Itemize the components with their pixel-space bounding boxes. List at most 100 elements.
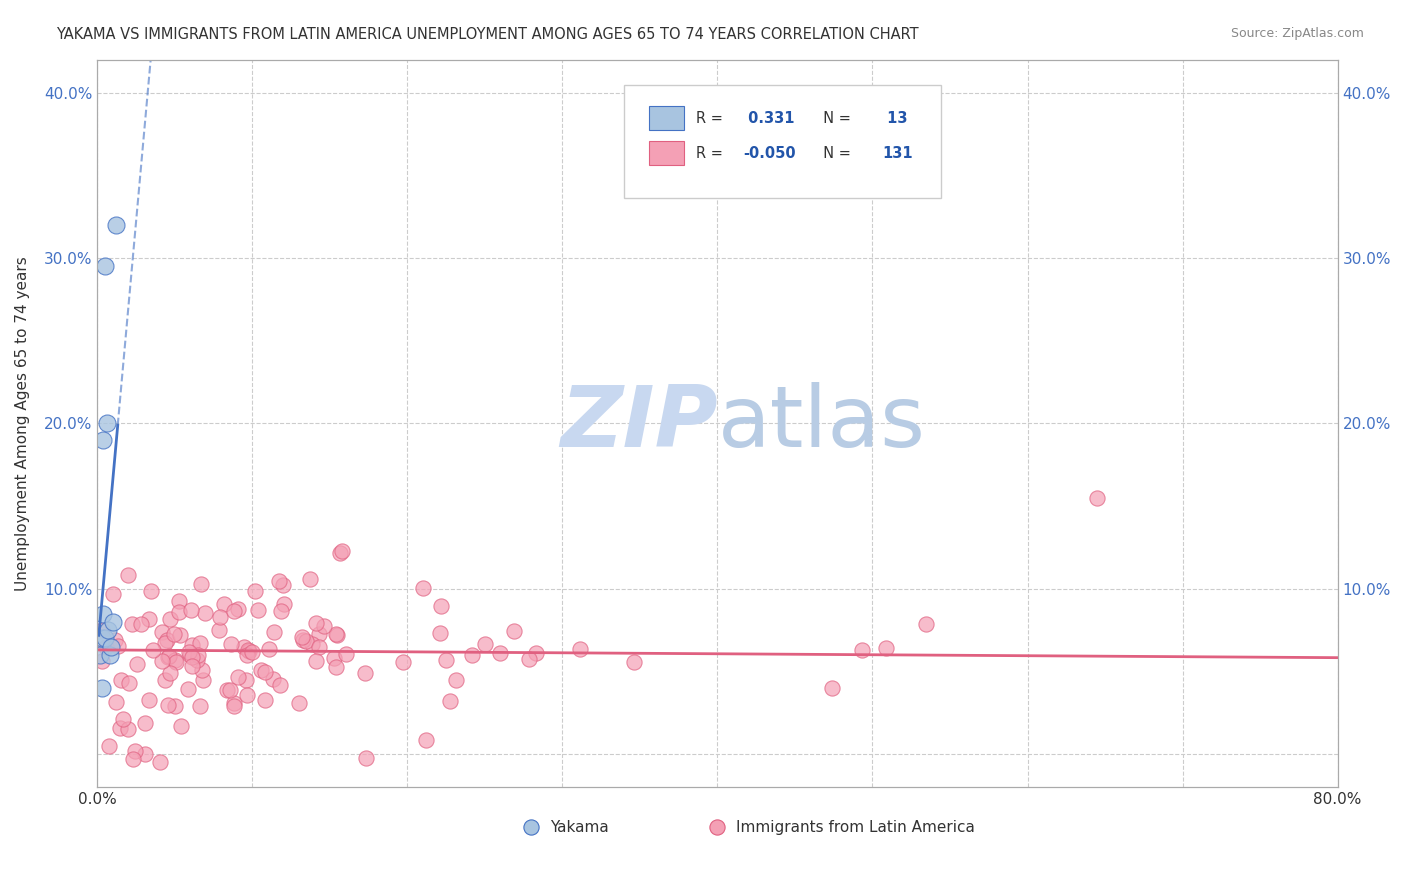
- Point: [177, 645, 200, 659]
- Point: [108, 721, 131, 735]
- Point: [156, 633, 179, 648]
- Point: [326, 628, 349, 642]
- Point: [851, 642, 873, 657]
- Point: [142, 643, 165, 657]
- Point: [169, 627, 191, 641]
- Point: [517, 652, 540, 666]
- Point: [167, 605, 190, 619]
- Point: [94, 640, 117, 654]
- Point: [305, 654, 328, 668]
- Point: [159, 666, 181, 681]
- Point: [190, 636, 212, 650]
- Point: [232, 640, 254, 655]
- Point: [269, 574, 291, 588]
- Text: atlas: atlas: [717, 382, 925, 465]
- Point: [415, 732, 437, 747]
- Point: [97, 623, 120, 637]
- Point: [474, 637, 496, 651]
- Text: 13: 13: [883, 111, 908, 126]
- Point: [157, 698, 180, 712]
- Point: [254, 693, 277, 707]
- Point: [104, 695, 127, 709]
- Point: [444, 673, 467, 688]
- Text: Immigrants from Latin America: Immigrants from Latin America: [737, 820, 974, 835]
- Point: [263, 625, 285, 640]
- Point: [191, 663, 214, 677]
- Point: [176, 682, 198, 697]
- Point: [191, 673, 214, 688]
- Text: YAKAMA VS IMMIGRANTS FROM LATIN AMERICA UNEMPLOYMENT AMONG AGES 65 TO 74 YEARS C: YAKAMA VS IMMIGRANTS FROM LATIN AMERICA …: [56, 27, 920, 42]
- Point: [628, 838, 651, 852]
- Text: R =: R =: [696, 111, 728, 126]
- Point: [153, 636, 176, 650]
- Point: [250, 663, 273, 677]
- Point: [127, 657, 149, 672]
- Point: [94, 632, 117, 646]
- Point: [165, 653, 187, 667]
- Point: [97, 739, 120, 753]
- Point: [90, 654, 112, 668]
- Point: [194, 607, 217, 621]
- Point: [257, 641, 280, 656]
- Point: [110, 673, 132, 688]
- Point: [90, 632, 112, 646]
- Text: Yakama: Yakama: [550, 820, 609, 835]
- Point: [104, 218, 127, 232]
- Point: [90, 681, 112, 695]
- Point: [439, 693, 461, 707]
- Point: [186, 653, 208, 667]
- Point: [273, 597, 295, 611]
- Point: [101, 615, 124, 629]
- Point: [181, 659, 204, 673]
- Point: [107, 639, 129, 653]
- Text: 131: 131: [883, 146, 912, 161]
- Point: [163, 626, 186, 640]
- Point: [568, 641, 591, 656]
- Point: [165, 656, 187, 670]
- Point: [170, 719, 193, 733]
- Point: [180, 638, 202, 652]
- Point: [524, 646, 547, 660]
- Point: [208, 609, 231, 624]
- Point: [118, 676, 141, 690]
- Point: [104, 633, 127, 648]
- Point: [180, 603, 202, 617]
- Point: [224, 699, 246, 714]
- Point: [236, 648, 259, 663]
- Point: [188, 698, 211, 713]
- Point: [429, 626, 451, 640]
- Point: [434, 653, 457, 667]
- Point: [157, 650, 180, 665]
- Point: [270, 604, 292, 618]
- Point: [103, 587, 125, 601]
- Point: [122, 752, 145, 766]
- Point: [295, 634, 318, 648]
- Point: [153, 673, 176, 687]
- Point: [353, 665, 375, 680]
- Point: [98, 648, 121, 662]
- Point: [129, 617, 152, 632]
- Point: [112, 712, 135, 726]
- Point: [212, 598, 235, 612]
- Point: [139, 583, 162, 598]
- Point: [165, 698, 187, 713]
- Y-axis label: Unemployment Among Ages 65 to 74 years: Unemployment Among Ages 65 to 74 years: [15, 256, 30, 591]
- Point: [460, 648, 482, 662]
- Point: [222, 697, 245, 711]
- Point: [240, 645, 263, 659]
- Point: [623, 655, 645, 669]
- Point: [138, 692, 160, 706]
- Point: [335, 647, 357, 661]
- Point: [271, 578, 294, 592]
- Point: [329, 546, 352, 560]
- Point: [305, 615, 328, 630]
- FancyBboxPatch shape: [624, 85, 941, 198]
- Point: [190, 576, 212, 591]
- Point: [269, 678, 291, 692]
- Point: [298, 572, 321, 586]
- Point: [322, 651, 344, 665]
- Text: -0.050: -0.050: [744, 146, 796, 161]
- Point: [236, 642, 259, 657]
- Point: [89, 648, 111, 662]
- Point: [228, 670, 250, 684]
